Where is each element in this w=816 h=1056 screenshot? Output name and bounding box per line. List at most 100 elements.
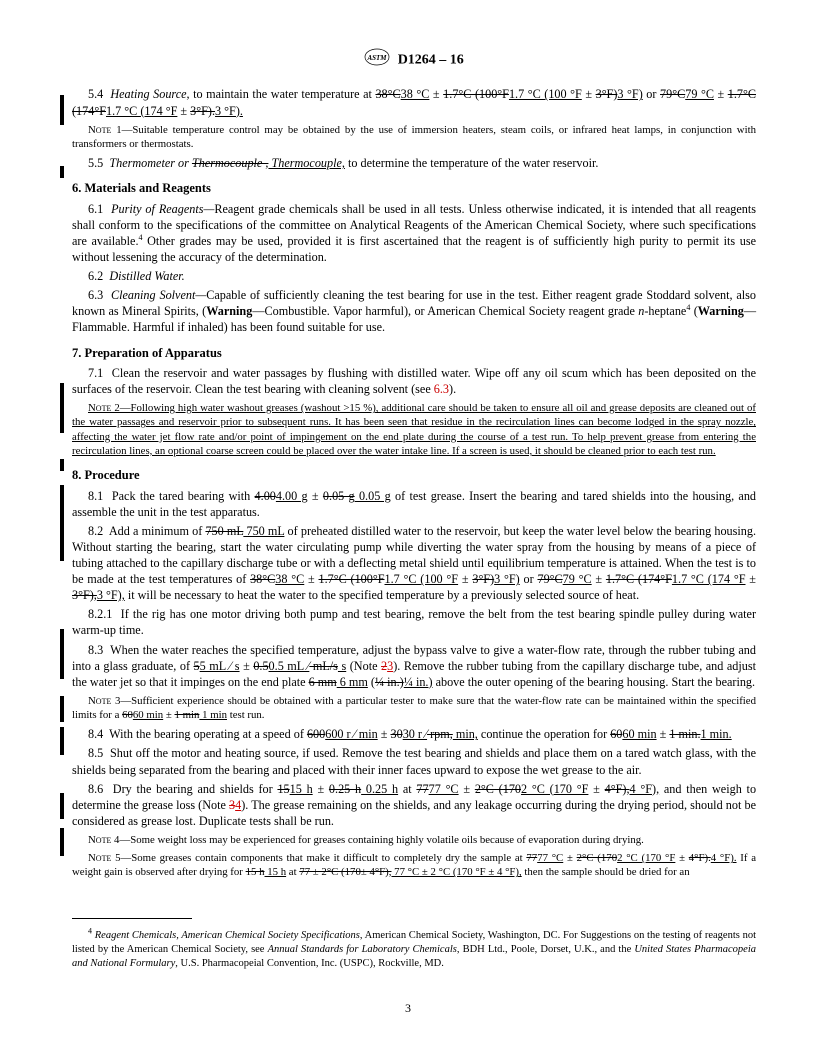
revision-bar [60,166,64,178]
revision-bar [60,727,64,755]
underline: 60 min [622,727,656,741]
clause-6-1: 6.1 Purity of Reagents—Reagent grade che… [72,201,756,265]
text: ( [368,675,375,689]
revision-bar [60,793,64,819]
underline: 15 h [290,782,313,796]
clause-num: 8.1 [88,489,103,503]
strike: 38°C [250,572,275,586]
strike: 30 [391,727,403,741]
strike: 3°F), [72,588,97,602]
text: ± [746,572,756,586]
text: ± [458,572,472,586]
underline: 77 °C ± 2 °C (170 °F ± 4 °F), [391,866,521,878]
text: ± [588,782,604,796]
strike: 38°C [375,87,400,101]
underline: Thermocouple, [268,156,345,170]
note-3: Note 3—Sufficient experience should be o… [72,694,756,723]
clause-num: 8.2 [88,524,103,538]
revision-bar [60,696,64,722]
text: If the rig has one motor driving both pu… [72,607,756,637]
strike: 60 [610,727,622,741]
strike: 77 [526,852,537,864]
revision-bar [60,828,64,856]
text: to determine the temperature of the wate… [345,156,598,170]
text: at [286,866,299,878]
underline: 60 min [133,709,163,721]
text: ± [429,87,443,101]
note-2: Note 2—Following high water washout grea… [72,401,756,458]
underline: 77 °C [429,782,459,796]
strike: 0.5 [253,659,268,673]
clause-num: 8.6 [88,782,103,796]
underline: 79 °C [563,572,592,586]
text: ± [177,104,190,118]
text: Clean the reservoir and water passages b… [72,366,756,396]
text: Pack the tared bearing with [112,489,255,503]
clause-num: 6.1 [88,202,103,216]
revision-bar [60,383,64,433]
section-7-heading: 7. Preparation of Apparatus [72,345,756,362]
warning: Warning [698,304,744,318]
strike: 600 [307,727,325,741]
underline: 30 r ⁄ [403,727,427,741]
strike: 77 ± 2°C (170± 4°F), [299,866,391,878]
clause-8-5: 8.5 Shut off the motor and heating sourc… [72,745,756,777]
text: Some greases contain components that mak… [131,852,526,864]
text: ± [163,709,174,721]
clause-8-3: 8.3 When the water reaches the specified… [72,642,756,690]
text: -heptane [644,304,686,318]
text: With the bearing operating at a speed of [109,727,307,741]
clause-8-1: 8.1 Pack the tared bearing with 4.004.00… [72,488,756,520]
strike: 1.7°C (100°F [319,572,385,586]
text: ± [582,87,596,101]
note-label: Note 3— [88,695,131,707]
text: , BDH Ltd., Poole, Dorset, U.K., and the [457,944,634,955]
clause-num: 5.5 [88,156,103,170]
page-number: 3 [0,1001,816,1016]
text: , U.S. Pharmacopeial Convention, Inc. (U… [175,958,444,969]
clause-title: Distilled Water. [109,269,184,283]
section-8-heading: 8. Procedure [72,467,756,484]
text: Annual Standards for Laboratory Chemical… [268,944,457,955]
text: to maintain the water temperature at [190,87,376,101]
clause-8-2: 8.2 Add a minimum of 750 mL 750 mL of pr… [72,523,756,603]
underline: 3 °F) [494,572,520,586]
strike: 1 min [175,709,200,721]
underline: 4 °F). [711,852,737,864]
clause-num: 7.1 [88,366,103,380]
underline: 1 min. [701,727,732,741]
strike: rpm, [427,727,453,741]
underline: 3 °F), [97,588,125,602]
clause-num: 6.3 [88,288,103,302]
note-text: Some weight loss may be experienced for … [130,834,644,846]
strike: mL/s [309,659,338,673]
strike: 0.25 h [329,782,361,796]
underline: 15 h [265,866,287,878]
cross-ref: 6.3 [434,382,449,396]
clause-num: 6.2 [88,269,103,283]
strike: 2°C (170 [577,852,617,864]
clause-8-4: 8.4 With the bearing operating at a spee… [72,726,756,742]
standard-number: D1264 – 16 [398,52,464,67]
clause-6-3: 6.3 Cleaning Solvent—Capable of sufficie… [72,287,756,335]
strike: Thermocouple , [192,156,269,170]
underline: 600 r ⁄ min [325,727,377,741]
strike: 6 mm [309,675,337,689]
text: then the sample should be dried for an [522,866,690,878]
note-label: Note 5— [88,852,131,864]
underline: 0.5 mL ⁄ [269,659,310,673]
clause-7-1: 7.1 Clean the reservoir and water passag… [72,365,756,397]
revision-bar [60,459,64,471]
text: Reagent Chemicals, American Chemical Soc… [92,930,360,941]
underline: 77 °C [537,852,563,864]
clause-title: Purity of Reagents— [111,202,214,216]
text: Shut off the motor and heating source, i… [72,746,756,776]
note-text: Following high water washout greases (wa… [72,402,756,457]
strike: ¼ in.) [375,675,404,689]
note-text: Suitable temperature control may be obta… [72,124,756,150]
warning: Warning [206,304,252,318]
underline: 1.7 °C (174 °F [106,104,177,118]
text: continue the operation for [478,727,610,741]
strike: 750 mL [205,524,243,538]
text: at [398,782,416,796]
